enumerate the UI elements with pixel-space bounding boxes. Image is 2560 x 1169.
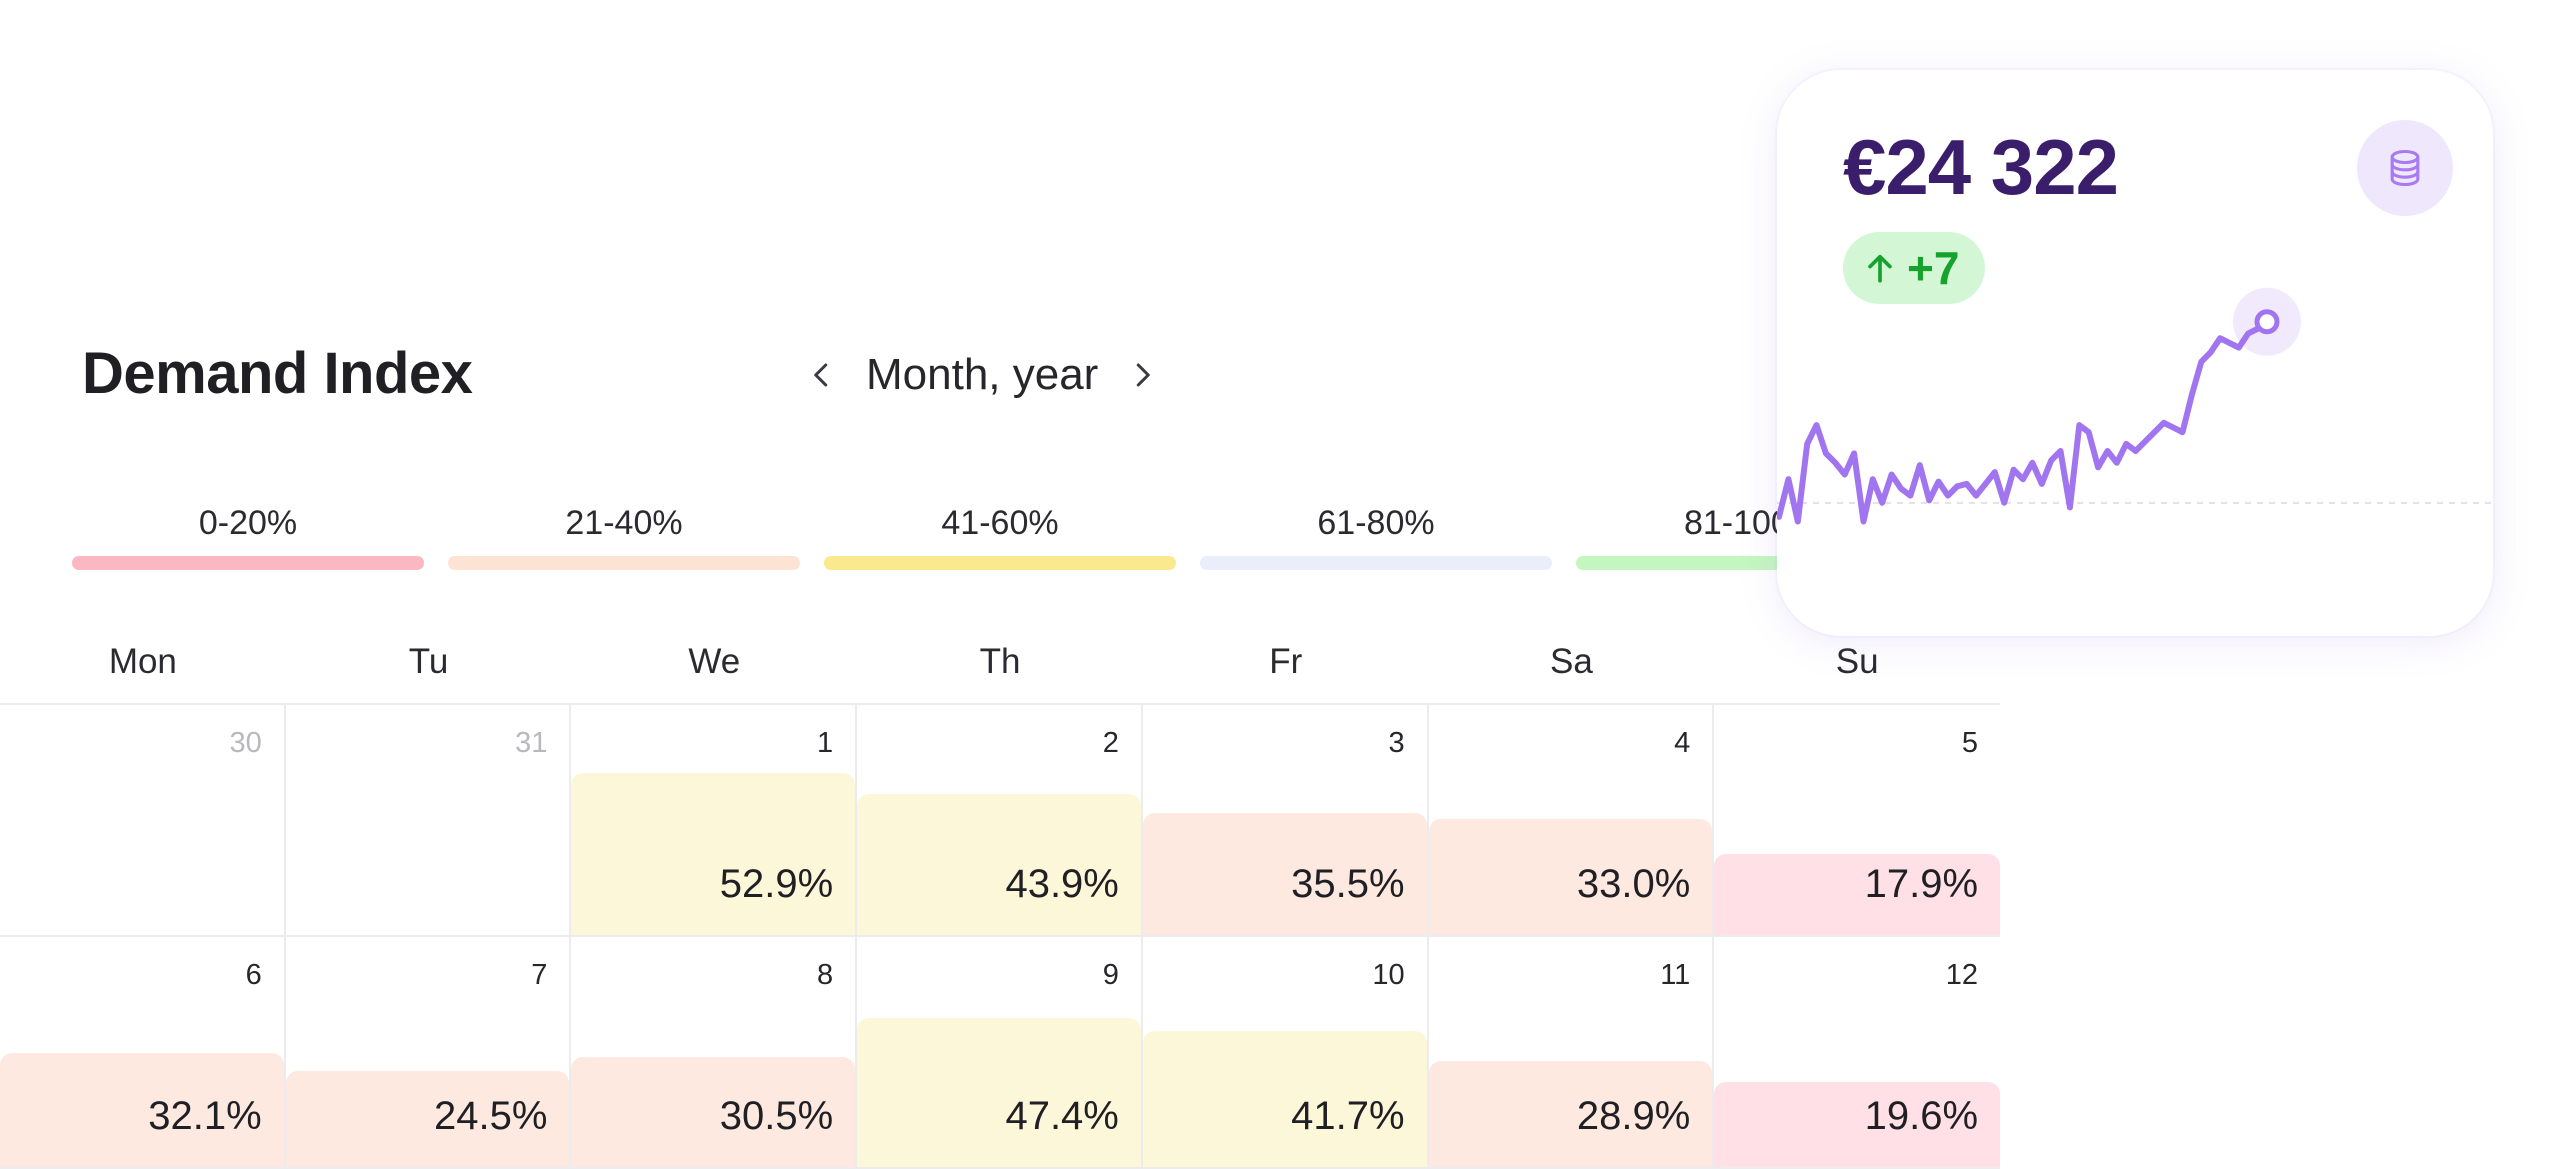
weekday-label: Th — [979, 642, 1021, 681]
demand-value: 41.7% — [1291, 1094, 1405, 1138]
delta-badge: +7 — [1843, 232, 1986, 304]
calendar-day[interactable]: 24.5% 7 — [285, 937, 572, 1167]
demand-fill — [1142, 813, 1427, 935]
demand-fill — [571, 773, 856, 935]
calendar-day[interactable]: 43.9% 2 — [857, 705, 1143, 935]
calendar-day[interactable]: 35.5% 3 — [1142, 705, 1429, 935]
coin-button[interactable] — [2357, 120, 2453, 216]
page-title: Demand Index — [82, 341, 473, 406]
calendar-day[interactable]: 47.4% 9 — [857, 937, 1143, 1167]
chevron-right-icon — [1137, 363, 1151, 387]
demand-fill — [571, 1056, 856, 1167]
calendar-day[interactable]: 41.7% 10 — [1142, 937, 1429, 1167]
day-number: 12 — [1945, 959, 1979, 991]
demand-value: 47.4% — [1005, 1094, 1119, 1138]
weekday-header: Mon Tu We Th Fr Sa Su — [0, 636, 2000, 704]
calendar-day[interactable]: 32.1% 6 — [0, 937, 286, 1167]
demand-value: 17.9% — [1864, 862, 1979, 906]
weekday-label: We — [688, 642, 741, 681]
demand-value: 19.6% — [1864, 1094, 1979, 1138]
demand-fill — [1714, 1081, 2001, 1167]
day-number: 11 — [1660, 959, 1691, 991]
weekday-label: Tu — [408, 642, 449, 681]
day-number: 6 — [245, 959, 262, 991]
legend-bar — [72, 556, 424, 570]
prev-month-button[interactable] — [800, 353, 844, 397]
legend-label: 61-80% — [1317, 504, 1435, 542]
legend-item-0-20: 0-20% — [72, 500, 424, 570]
next-month-button[interactable] — [1120, 353, 1164, 397]
demand-fill — [285, 1070, 570, 1167]
sparkline-chart — [1777, 287, 2493, 525]
legend-item-41-60: 41-60% — [824, 500, 1176, 570]
demand-fill — [0, 1053, 284, 1167]
delta-value: +7 — [1907, 242, 1960, 294]
demand-value: 52.9% — [719, 862, 834, 906]
demand-value: 30.5% — [719, 1094, 834, 1138]
day-number: 10 — [1372, 959, 1405, 991]
calendar-grid: 30 31 52.9% 1 43.9% 2 35.5% 3 33.0% 4 17.9% 5 32.1% 6… — [0, 703, 2001, 1169]
day-number: 3 — [1388, 727, 1405, 759]
calendar-day[interactable]: 28.9% 11 — [1428, 937, 1715, 1167]
month-label[interactable]: Month, year — [866, 350, 1099, 399]
sparkline-line — [1777, 318, 2270, 525]
demand-fill — [857, 794, 1141, 935]
weekday-label: Su — [1835, 642, 1879, 681]
demand-value: 24.5% — [434, 1094, 548, 1138]
legend-label: 41-60% — [941, 504, 1059, 542]
legend-item-21-40: 21-40% — [448, 500, 800, 570]
demand-value: 33.0% — [1576, 862, 1691, 906]
day-number: 1 — [817, 727, 834, 759]
month-navigator: Month, year — [800, 338, 1164, 412]
legend-item-61-80: 61-80% — [1200, 500, 1552, 570]
calendar-day[interactable]: 31 — [286, 705, 572, 935]
demand-fill — [1142, 1031, 1427, 1167]
calendar-day[interactable]: 33.0% 4 — [1428, 705, 1715, 935]
demand-value: 43.9% — [1005, 862, 1119, 906]
demand-fill — [1428, 1060, 1713, 1167]
calendar-day[interactable]: 19.6% 12 — [1714, 937, 2001, 1167]
revenue-amount: €24 322 — [1843, 123, 2119, 211]
demand-fill — [1714, 853, 2001, 935]
weekday-label: Fr — [1269, 642, 1303, 681]
day-number: 8 — [817, 959, 834, 991]
sparkline-endpoint[interactable] — [2254, 309, 2280, 335]
weekday-label: Sa — [1550, 642, 1593, 681]
arrow-up-icon — [1868, 254, 1892, 283]
demand-fill — [857, 1017, 1141, 1167]
day-number: 2 — [1102, 727, 1119, 759]
calendar-day[interactable]: 52.9% 1 — [571, 705, 858, 935]
demand-fill — [1428, 819, 1713, 935]
day-number: 7 — [531, 959, 548, 991]
calendar-day[interactable]: 30.5% 8 — [571, 937, 858, 1167]
revenue-card: €24 322 +7 — [1777, 70, 2493, 636]
legend-bar — [1200, 556, 1552, 570]
legend-label: 21-40% — [565, 504, 683, 542]
calendar-week: 30 31 52.9% 1 43.9% 2 35.5% 3 33.0% 4 17.9% 5 — [0, 705, 2001, 937]
calendar-day[interactable]: 30 — [0, 705, 286, 935]
legend-bar — [824, 556, 1176, 570]
demand-value: 28.9% — [1576, 1094, 1691, 1138]
calendar-week: 32.1% 6 24.5% 7 30.5% 8 47.4% 9 41.7% 10 28.9% 11 19… — [0, 937, 2001, 1169]
weekday-label: Mon — [108, 642, 177, 681]
day-number: 4 — [1674, 727, 1691, 759]
day-number: 30 — [229, 727, 262, 759]
demand-value: 35.5% — [1291, 862, 1405, 906]
demand-value: 32.1% — [148, 1094, 262, 1138]
day-number: 9 — [1102, 959, 1119, 991]
day-number: 31 — [515, 727, 548, 759]
day-number: 5 — [1961, 727, 1979, 759]
chevron-left-icon — [814, 363, 828, 387]
legend-label: 0-20% — [198, 504, 298, 542]
coin-stack-icon — [2390, 149, 2420, 187]
calendar-day[interactable]: 17.9% 5 — [1714, 705, 2001, 935]
legend-bar — [448, 556, 800, 570]
